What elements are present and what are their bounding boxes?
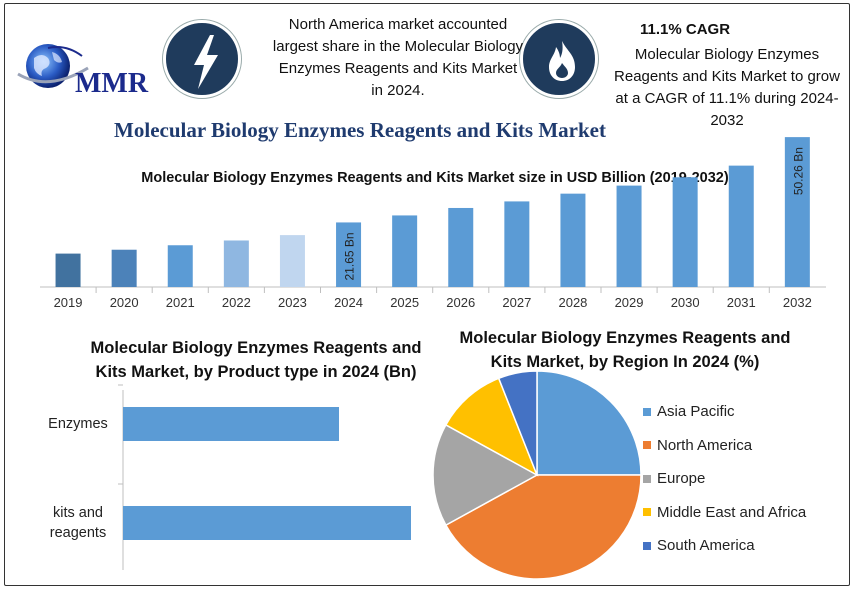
region-pie-chart xyxy=(432,370,642,580)
legend-item: Middle East and Africa xyxy=(643,496,806,530)
hbar-Enzymes xyxy=(123,407,339,441)
legend-swatch xyxy=(643,541,651,550)
legend-swatch xyxy=(643,407,651,416)
pie-slice-asia-pacific xyxy=(536,370,642,476)
hbar-kits-and-reagents xyxy=(123,506,411,540)
bar-2021 xyxy=(167,245,193,287)
logo-text: MMR xyxy=(75,68,149,99)
legend-label: Europe xyxy=(657,470,706,488)
x-tick-label: 2022 xyxy=(222,295,251,310)
x-tick-label: 2030 xyxy=(671,295,700,310)
x-tick-label: 2029 xyxy=(615,295,644,310)
main-title: Molecular Biology Enzymes Reagents and K… xyxy=(114,118,606,142)
x-tick-label: 2020 xyxy=(110,295,139,310)
x-tick-label: 2028 xyxy=(558,295,587,310)
flame-icon xyxy=(520,20,598,98)
legend-label: South America xyxy=(657,537,755,555)
pie-slice-europe xyxy=(432,423,539,527)
region-chart-title: Molecular Biology Enzymes Reagents and K… xyxy=(459,329,791,371)
x-tick-label: 2032 xyxy=(783,295,812,310)
market-size-bar-chart: 2019 2020 2021 2022 2023 2024 21.65 Bn 2025 2026… xyxy=(40,137,826,310)
legend-label: Asia Pacific xyxy=(657,403,735,421)
pie-slice-middle-east-and-africa xyxy=(444,377,539,477)
north-america-note: North America market accounted largest s… xyxy=(272,16,524,99)
product-type-bar-chart xyxy=(118,384,411,570)
y-category-label-line: kits and xyxy=(53,505,103,521)
bar-2024 xyxy=(336,222,362,287)
bar-2030 xyxy=(672,177,698,287)
bar-2023 xyxy=(279,235,305,287)
bar-data-label: 50.26 Bn xyxy=(791,147,805,195)
pie-slice-north-america xyxy=(444,474,642,580)
cagr-title: 11.1% CAGR xyxy=(640,21,731,38)
y-category-label-line: Enzymes xyxy=(48,416,108,432)
y-category-label-line: reagents xyxy=(49,525,107,541)
x-tick-label: 2023 xyxy=(278,295,307,310)
bar-data-label: 21.65 Bn xyxy=(343,232,357,280)
bar-2032 xyxy=(784,137,810,287)
bar-2027 xyxy=(504,201,530,287)
y-category-label: kits and reagents xyxy=(38,503,118,543)
legend-swatch xyxy=(643,441,651,450)
bar-2028 xyxy=(560,193,586,287)
bar-2020 xyxy=(111,249,137,287)
x-tick-label: 2031 xyxy=(727,295,756,310)
legend-item: South America xyxy=(643,529,806,563)
legend-item: North America xyxy=(643,429,806,463)
pie-legend: Asia Pacific North America Europe Middle Ea… xyxy=(643,395,806,563)
bar-2022 xyxy=(223,240,249,287)
legend-item: Asia Pacific xyxy=(643,395,806,429)
legend-swatch xyxy=(643,474,651,483)
bar-2026 xyxy=(448,207,474,287)
infographic-frame xyxy=(4,3,850,586)
bar-2019 xyxy=(55,253,81,287)
y-category-label: Enzymes xyxy=(38,414,118,434)
legend-swatch xyxy=(643,508,651,517)
cagr-note: Molecular Biology Enzymes Reagents and K… xyxy=(614,46,840,129)
x-tick-label: 2025 xyxy=(390,295,419,310)
bar-2031 xyxy=(728,165,754,287)
x-tick-label: 2019 xyxy=(54,295,83,310)
x-tick-label: 2026 xyxy=(446,295,475,310)
pie-slice-south-america xyxy=(497,370,538,476)
bar-2025 xyxy=(392,215,418,287)
legend-item: Europe xyxy=(643,462,806,496)
x-tick-label: 2024 xyxy=(334,295,363,310)
globe-logo-icon xyxy=(17,44,89,88)
bar-2029 xyxy=(616,185,642,287)
bar-chart-title: Molecular Biology Enzymes Reagents and K… xyxy=(141,170,729,186)
lightning-bolt-icon xyxy=(163,20,241,98)
legend-label: North America xyxy=(657,436,753,454)
x-tick-label: 2021 xyxy=(166,295,195,310)
product-type-chart-title: Molecular Biology Enzymes Reagents and K… xyxy=(90,339,422,381)
legend-label: Middle East and Africa xyxy=(657,503,807,521)
x-tick-label: 2027 xyxy=(502,295,531,310)
